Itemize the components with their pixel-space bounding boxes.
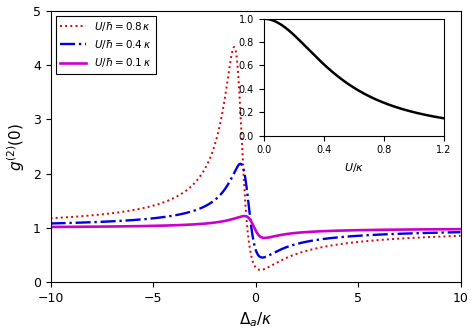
$U/\hbar = 0.4\,\kappa$	[248, 223, 254, 227]
X-axis label: $\Delta_{a}/\kappa$: $\Delta_{a}/\kappa$	[239, 311, 273, 329]
$U/\hbar = 0.4\,\kappa$	[260, 256, 265, 260]
$U/\hbar = 0.8\,\kappa$	[128, 208, 134, 212]
Line: $U/\hbar = 0.8\,\kappa$: $U/\hbar = 0.8\,\kappa$	[51, 47, 461, 270]
$U/\hbar = 0.4\,\kappa$	[50, 221, 55, 225]
$U/\hbar = 0.1\,\kappa$	[64, 225, 70, 229]
Legend: $U/\hbar = 0.8\,\kappa$, $U/\hbar = 0.4\,\kappa$, $U/\hbar = 0.1\,\kappa$: $U/\hbar = 0.8\,\kappa$, $U/\hbar = 0.4\…	[56, 16, 156, 73]
$U/\hbar = 0.8\,\kappa$	[48, 216, 54, 220]
$U/\hbar = 0.8\,\kappa$	[231, 45, 237, 49]
$U/\hbar = 0.4\,\kappa$	[72, 221, 78, 225]
$U/\hbar = 0.4\,\kappa$	[48, 221, 54, 225]
$U/\hbar = 0.8\,\kappa$	[64, 215, 70, 219]
$U/\hbar = 0.8\,\kappa$	[436, 234, 442, 239]
Line: $U/\hbar = 0.1\,\kappa$: $U/\hbar = 0.1\,\kappa$	[51, 216, 461, 238]
$U/\hbar = 0.4\,\kappa$	[237, 162, 243, 166]
$U/\hbar = 0.4\,\kappa$	[64, 221, 70, 225]
$U/\hbar = 0.8\,\kappa$	[248, 253, 254, 257]
$U/\hbar = 0.8\,\kappa$	[50, 216, 55, 220]
$U/\hbar = 0.1\,\kappa$	[128, 224, 134, 228]
$U/\hbar = 0.1\,\kappa$	[48, 225, 54, 229]
Y-axis label: $g^{(2)}(0)$: $g^{(2)}(0)$	[6, 122, 27, 171]
$U/\hbar = 0.1\,\kappa$	[50, 225, 55, 229]
$U/\hbar = 0.8\,\kappa$	[458, 234, 464, 238]
$U/\hbar = 0.4\,\kappa$	[436, 230, 442, 234]
$U/\hbar = 0.1\,\kappa$	[241, 214, 247, 218]
$U/\hbar = 0.1\,\kappa$	[72, 225, 78, 229]
$U/\hbar = 0.1\,\kappa$	[458, 227, 464, 231]
$U/\hbar = 0.4\,\kappa$	[458, 230, 464, 234]
Line: $U/\hbar = 0.4\,\kappa$: $U/\hbar = 0.4\,\kappa$	[51, 164, 461, 258]
$U/\hbar = 0.1\,\kappa$	[248, 219, 254, 223]
$U/\hbar = 0.8\,\kappa$	[72, 215, 78, 219]
$U/\hbar = 0.1\,\kappa$	[436, 227, 442, 231]
$U/\hbar = 0.4\,\kappa$	[128, 218, 134, 222]
$U/\hbar = 0.1\,\kappa$	[262, 236, 268, 240]
$U/\hbar = 0.8\,\kappa$	[257, 268, 263, 272]
